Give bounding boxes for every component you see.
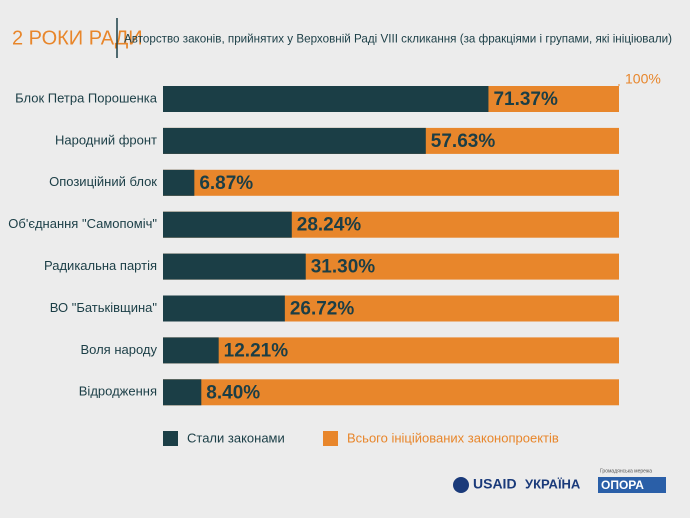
- badge: 2 РОКИ РАДИ: [12, 27, 143, 49]
- usaid-seal: [453, 477, 469, 493]
- chart-title: Авторство законів, прийнятих у Верховній…: [124, 31, 672, 45]
- y-tick-label: Відродження: [79, 384, 157, 399]
- legend-label: Стали законами: [187, 430, 285, 445]
- bar: [163, 211, 292, 238]
- y-tick-label: Радикальна партія: [44, 258, 157, 273]
- y-tick-label: Об'єднання "Самопоміч": [8, 216, 157, 231]
- footer: USAID УКРАЇНА Громадянська мережа ОПОРА: [453, 468, 666, 493]
- bar: [163, 169, 619, 196]
- value-label: 31.30%: [311, 257, 376, 278]
- bar: [163, 337, 619, 364]
- value-label: 8.40%: [206, 382, 260, 403]
- bar: [163, 253, 306, 280]
- x-tick-label: 100%: [625, 71, 661, 87]
- legend-swatch: [323, 431, 338, 446]
- y-tick-label: Опозиційний блок: [49, 174, 157, 189]
- bar: [163, 379, 619, 406]
- bar: [163, 86, 489, 112]
- bar: [163, 127, 426, 154]
- legend-swatch: [163, 431, 178, 446]
- opora-box: [598, 477, 666, 493]
- value-label: 6.87%: [199, 173, 253, 194]
- bar: [163, 169, 195, 196]
- value-label: 12.21%: [224, 340, 289, 361]
- opora-logo: ОПОРА: [601, 478, 644, 492]
- network-text: Громадянська мережа: [600, 468, 652, 474]
- value-label: 28.24%: [297, 215, 362, 236]
- legend-label: Всього ініційованих законопроектів: [347, 430, 559, 445]
- ukraine-text: УКРАЇНА: [525, 476, 581, 491]
- bar: [163, 337, 219, 364]
- usaid-logo: USAID: [473, 476, 517, 492]
- value-label: 57.63%: [431, 131, 496, 152]
- bar: [163, 295, 285, 322]
- value-label: 71.37%: [493, 89, 558, 110]
- y-tick-label: Народний фронт: [55, 132, 157, 147]
- y-tick-label: Блок Петра Порошенка: [15, 90, 158, 105]
- y-tick-label: ВО "Батьківщина": [50, 300, 158, 315]
- value-label: 26.72%: [290, 299, 355, 320]
- y-tick-label: Воля народу: [80, 342, 157, 357]
- bar: [163, 379, 202, 406]
